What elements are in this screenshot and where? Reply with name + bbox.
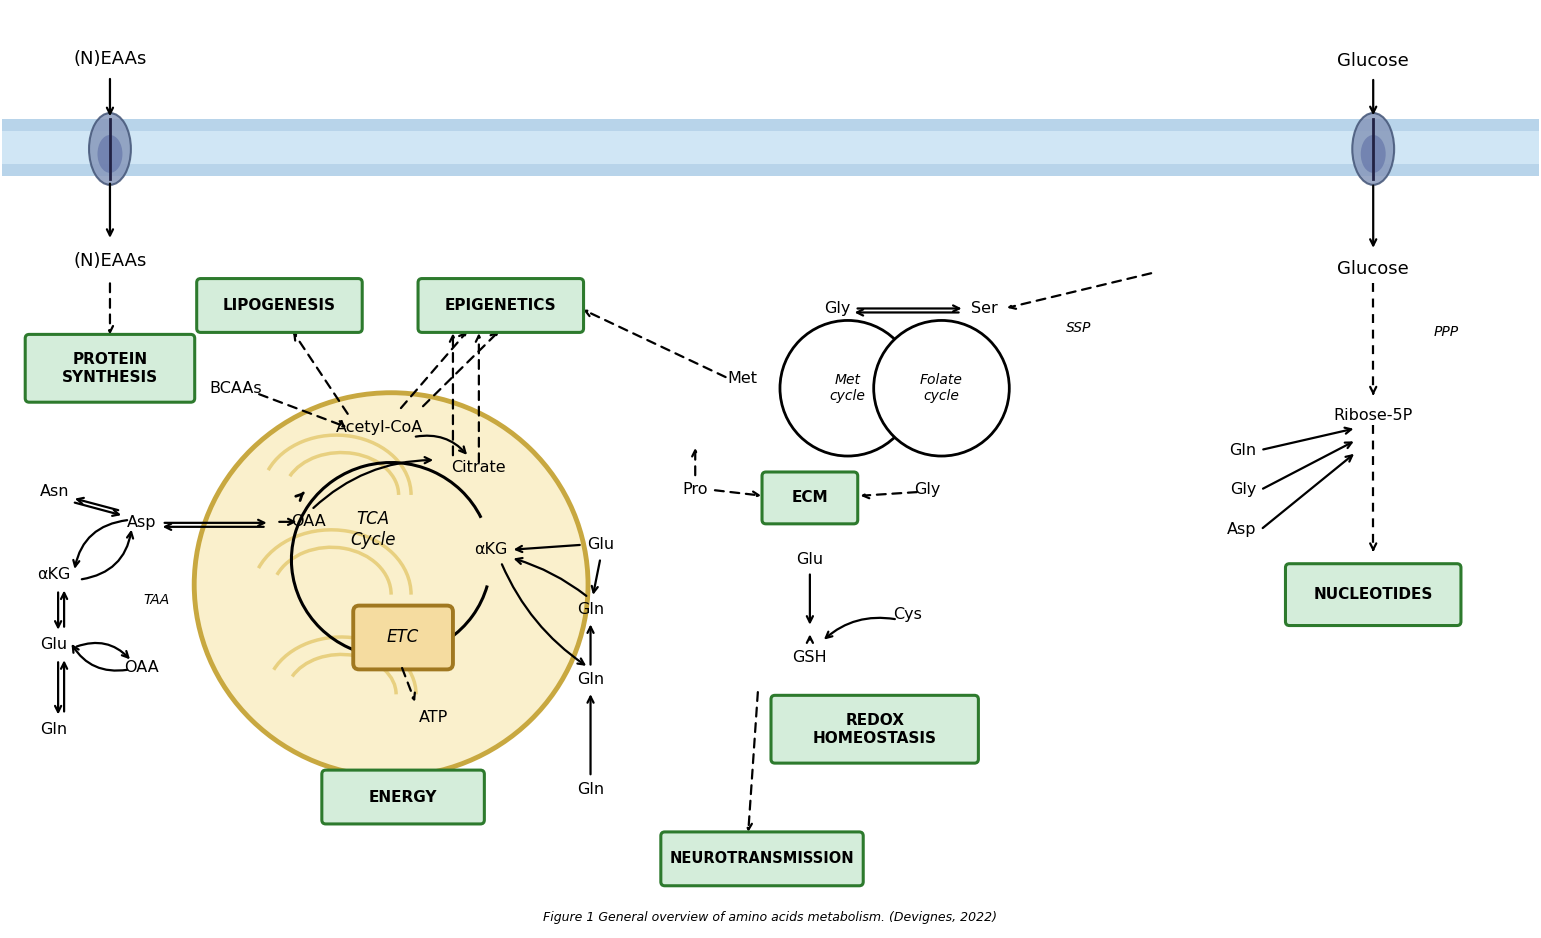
Text: Pro: Pro [683, 482, 707, 497]
Text: BCAAs: BCAAs [210, 381, 262, 396]
Text: αKG: αKG [37, 567, 71, 582]
Text: NUCLEOTIDES: NUCLEOTIDES [1313, 587, 1433, 602]
Text: Glu: Glu [587, 537, 613, 552]
Text: Glucose: Glucose [1338, 260, 1408, 278]
Text: Ser: Ser [971, 301, 997, 316]
FancyBboxPatch shape [322, 770, 484, 824]
Text: TCA
Cycle: TCA Cycle [350, 510, 396, 550]
Text: Asp: Asp [1227, 522, 1256, 537]
Text: Gly: Gly [824, 301, 851, 316]
Text: TAA: TAA [143, 593, 170, 607]
Text: OAA: OAA [291, 514, 325, 529]
Ellipse shape [1361, 135, 1385, 173]
Text: αKG: αKG [475, 542, 507, 557]
Text: Gln: Gln [576, 781, 604, 796]
Text: SSP: SSP [1066, 322, 1091, 336]
Text: Gly: Gly [914, 482, 940, 497]
FancyBboxPatch shape [197, 279, 362, 332]
Text: Gln: Gln [576, 672, 604, 687]
Text: NEUROTRANSMISSION: NEUROTRANSMISSION [670, 852, 854, 867]
FancyBboxPatch shape [763, 472, 858, 523]
Text: ATP: ATP [418, 710, 447, 725]
Circle shape [780, 321, 915, 456]
Text: Asn: Asn [40, 484, 69, 499]
FancyBboxPatch shape [1285, 564, 1461, 626]
Text: Gln: Gln [40, 721, 68, 736]
Circle shape [874, 321, 1009, 456]
Text: ETC: ETC [387, 628, 419, 646]
Ellipse shape [194, 393, 589, 777]
Text: PPP: PPP [1433, 325, 1458, 340]
Text: Figure 1 General overview of amino acids metabolism. (Devignes, 2022): Figure 1 General overview of amino acids… [542, 911, 997, 924]
Text: Glu: Glu [797, 552, 823, 567]
Text: GSH: GSH [792, 650, 828, 665]
FancyBboxPatch shape [661, 832, 863, 885]
Text: Ribose-5P: Ribose-5P [1333, 408, 1413, 423]
Text: Citrate: Citrate [452, 460, 505, 475]
FancyBboxPatch shape [418, 279, 584, 332]
Text: OAA: OAA [125, 660, 159, 675]
Text: Gln: Gln [1230, 443, 1256, 458]
Ellipse shape [97, 135, 122, 173]
Text: (N)EAAs: (N)EAAs [74, 51, 146, 68]
Text: ENERGY: ENERGY [368, 790, 438, 805]
Text: Gln: Gln [576, 602, 604, 617]
Text: LIPOGENESIS: LIPOGENESIS [223, 298, 336, 313]
Ellipse shape [1353, 113, 1395, 185]
Bar [2, 131, 1539, 164]
Text: EPIGENETICS: EPIGENETICS [445, 298, 556, 313]
FancyBboxPatch shape [25, 335, 194, 402]
Text: Glu: Glu [40, 637, 68, 652]
Bar [2, 119, 1539, 175]
Text: ECM: ECM [792, 491, 828, 506]
Text: Gly: Gly [1230, 482, 1256, 497]
Text: (N)EAAs: (N)EAAs [74, 251, 146, 269]
Text: PROTEIN
SYNTHESIS: PROTEIN SYNTHESIS [62, 352, 159, 385]
Text: Acetyl-CoA: Acetyl-CoA [336, 419, 422, 434]
Text: Met
cycle: Met cycle [831, 373, 866, 403]
Text: Cys: Cys [894, 607, 922, 622]
Text: REDOX
HOMEOSTASIS: REDOX HOMEOSTASIS [812, 713, 937, 746]
FancyBboxPatch shape [353, 606, 453, 670]
Text: Glucose: Glucose [1338, 53, 1408, 70]
Ellipse shape [89, 113, 131, 185]
FancyBboxPatch shape [770, 695, 979, 764]
Text: Met: Met [727, 371, 757, 386]
Text: Asp: Asp [126, 515, 157, 530]
Text: Folate
cycle: Folate cycle [920, 373, 963, 403]
